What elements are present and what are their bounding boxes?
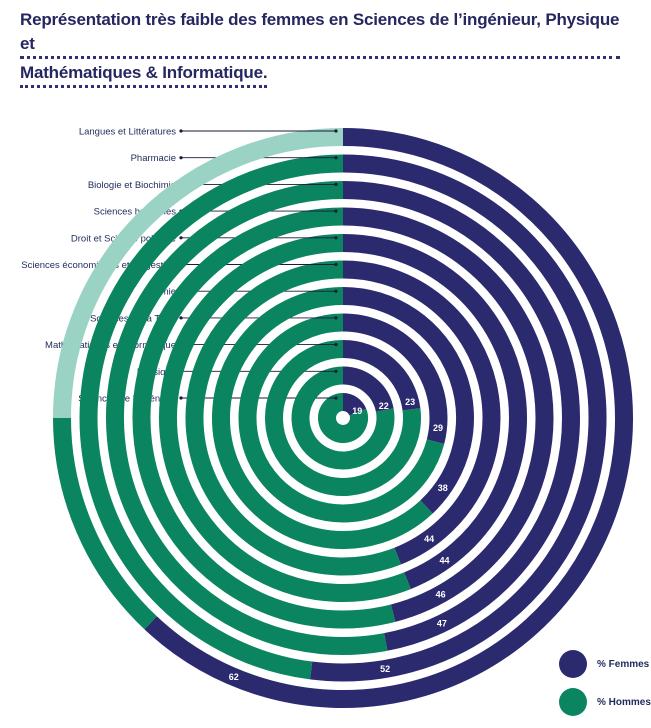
chart-title-line-1: Représentation très faible des femmes en… xyxy=(20,8,620,59)
femmes-arc-sciences-de-la-terre xyxy=(342,313,448,444)
chart-title-line-2: Mathématiques & Informatique. xyxy=(20,61,268,88)
value-label-pharmacie: 52 xyxy=(380,664,390,674)
legend-label-hommes: % Hommes xyxy=(597,696,651,708)
value-label-droit-et-science-politique: 44 xyxy=(439,556,449,566)
femmes-arc-biologie-et-biochimie xyxy=(342,181,580,651)
chart-title: Représentation très faible des femmes en… xyxy=(20,8,620,90)
leader-dot-end-sciences-economiques-et-de-gestion xyxy=(334,262,338,267)
legend-item-femmes: % Femmes xyxy=(559,650,649,678)
femmes-arc-sciences-de-l-ingenieur xyxy=(342,393,367,417)
leader-dot-end-droit-et-science-politique xyxy=(334,236,338,240)
value-label-biologie-et-biochimie: 47 xyxy=(437,618,447,628)
leader-dot-end-biologie-et-biochimie xyxy=(334,182,338,186)
legend-label-femmes: % Femmes xyxy=(597,658,650,670)
leader-dot-end-sciences-de-l-ingenieur xyxy=(334,396,338,400)
value-label-physique: 22 xyxy=(379,401,389,411)
category-label-langues-et-litteratures: Langues et Littératures xyxy=(79,127,176,138)
leader-dot-end-sciences-de-la-terre xyxy=(334,316,338,320)
femmes-arc-pharmacie xyxy=(309,154,607,682)
hommes-arc-droit-et-science-politique xyxy=(159,234,411,602)
femmes-arc-mathematiques-et-informatique xyxy=(342,340,421,411)
value-label-sciences-humaines: 46 xyxy=(436,589,446,599)
hommes-arc-sciences-humaines xyxy=(132,207,396,629)
leader-dot-start-droit-et-science-politique xyxy=(179,236,183,240)
value-label-sciences-de-l-ingenieur: 19 xyxy=(352,406,362,416)
femmes-arc-sciences-economiques-et-de-gestion xyxy=(342,260,501,565)
category-label-biologie-et-biochimie: Biologie et Biochimie xyxy=(88,180,176,191)
leader-dot-end-pharmacie xyxy=(334,156,338,160)
hommes-arc-sciences-de-l-ingenieur xyxy=(318,393,368,443)
leader-dot-end-langues-et-litteratures xyxy=(334,129,338,133)
value-label-sciences-de-la-terre: 29 xyxy=(433,423,443,433)
femmes-arc-chimie xyxy=(342,287,474,514)
leader-dot-start-langues-et-litteratures xyxy=(179,129,183,133)
leader-dot-start-sciences-de-l-ingenieur xyxy=(179,396,183,400)
hommes-arc-sciences-economiques-et-de-gestion xyxy=(185,260,401,576)
category-label-mathematiques-et-informatique: Mathématiques et Informatique xyxy=(45,340,176,351)
category-label-physique: Physique xyxy=(137,367,176,378)
value-label-sciences-economiques-et-de-gestion: 44 xyxy=(424,534,434,544)
leader-dot-start-pharmacie xyxy=(179,156,183,160)
leader-dot-start-sciences-de-la-terre xyxy=(179,316,183,320)
hommes-arc-mathematiques-et-informatique xyxy=(265,340,421,496)
hommes-arc-chimie xyxy=(211,287,433,549)
hommes-arc-sciences-de-la-terre xyxy=(238,313,445,523)
leader-dot-end-chimie xyxy=(334,289,338,293)
hommes-arc-physique xyxy=(291,366,395,470)
leader-dot-end-sciences-humaines xyxy=(334,209,338,213)
leader-dot-end-physique xyxy=(334,369,338,373)
femmes-arc-droit-et-science-politique xyxy=(342,234,527,590)
femmes-arc-physique xyxy=(342,366,394,413)
chart-center xyxy=(337,412,349,424)
hommes-arc-pharmacie xyxy=(79,154,344,680)
femmes-arc-langues-et-litteratures xyxy=(144,128,633,708)
hommes-arc-langues-et-litteratures xyxy=(53,417,157,630)
value-label-chimie: 38 xyxy=(438,483,448,493)
femmes-arc-sciences-humaines xyxy=(342,207,554,622)
legend-swatch-hommes xyxy=(559,688,587,716)
hommes-arc-light-langues-et-litteratures xyxy=(53,128,344,419)
hommes-arc-biologie-et-biochimie xyxy=(106,181,388,655)
legend-swatch-femmes xyxy=(559,650,587,678)
value-label-langues-et-litteratures: 62 xyxy=(229,672,239,682)
category-label-pharmacie: Pharmacie xyxy=(131,153,176,164)
leader-dot-end-mathematiques-et-informatique xyxy=(334,343,338,347)
value-label-mathematiques-et-informatique: 23 xyxy=(405,397,415,407)
legend-item-hommes: % Hommes xyxy=(559,688,651,716)
category-label-sciences-humaines: Sciences humaines xyxy=(94,207,177,218)
category-label-sciences-de-l-ingenieur: Sciences de l’ingénieur xyxy=(78,394,176,405)
